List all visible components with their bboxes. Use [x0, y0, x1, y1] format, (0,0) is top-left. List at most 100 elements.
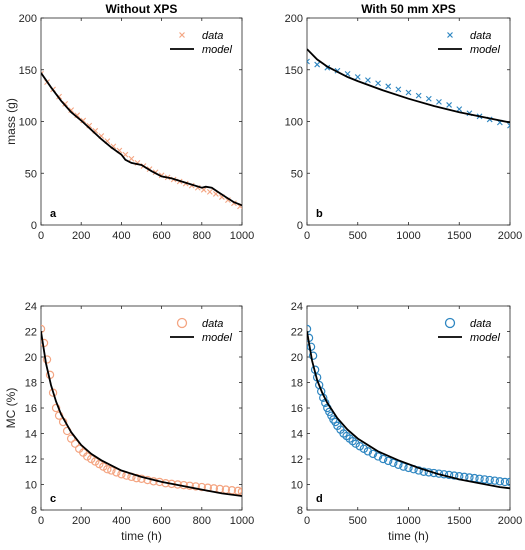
panel-letter: a: [50, 208, 57, 220]
legend-marker-icon: [179, 32, 185, 38]
data-point: [415, 92, 422, 99]
panel-letter: d: [316, 493, 323, 505]
data-point: [107, 466, 116, 475]
model-line: [307, 331, 510, 490]
legend-marker-icon: [176, 317, 188, 329]
data-point: [308, 351, 318, 360]
legend: data model: [438, 30, 501, 56]
data-point: [395, 86, 402, 93]
data-point: [197, 482, 206, 492]
y-tick-label: 14: [291, 429, 303, 441]
data-point: [405, 89, 412, 96]
data-point: [191, 482, 200, 491]
y-tick-label: 12: [291, 454, 303, 466]
x-tick-label: 400: [112, 230, 130, 242]
data-point: [128, 155, 135, 162]
model-line: [41, 72, 242, 207]
data-point: [490, 476, 499, 485]
data-point: [66, 434, 76, 443]
data-point: [103, 465, 112, 474]
data-point: [425, 95, 432, 102]
data-point: [51, 403, 61, 413]
y-tick-label: 50: [25, 168, 37, 180]
y-tick-label: 24: [291, 301, 303, 313]
data-point: [373, 452, 383, 461]
legend-label: model: [202, 44, 233, 56]
panel-letter: c: [50, 493, 56, 505]
legend-marker-icon: [444, 317, 456, 329]
x-tick-label: 1500: [447, 230, 471, 242]
legend-label: data: [470, 30, 491, 42]
data-point: [233, 486, 242, 496]
x-tick-label: 0: [304, 230, 310, 242]
data-point: [80, 117, 87, 124]
y-tick-label: 18: [25, 378, 37, 390]
y-tick-label: 100: [285, 117, 303, 129]
y-tick-label: 100: [19, 117, 37, 129]
y-tick-label: 10: [25, 480, 37, 492]
x-tick-label: 500: [349, 230, 367, 242]
x-axis-label: time (h): [388, 529, 429, 543]
y-tick-label: 8: [297, 505, 303, 517]
data-point: [70, 439, 80, 448]
y-tick-label: 0: [297, 220, 303, 232]
x-tick-label: 800: [193, 515, 211, 527]
y-tick-label: 16: [291, 403, 303, 415]
data-point: [354, 74, 361, 80]
x-tick-label: 1000: [396, 230, 420, 242]
y-tick-label: 200: [19, 13, 37, 25]
y-tick-label: 14: [25, 429, 37, 441]
y-tick-label: 8: [31, 505, 37, 517]
data-point: [449, 471, 459, 480]
y-axis-label: mass (g): [4, 98, 18, 145]
x-tick-label: 400: [112, 515, 130, 527]
data-point: [507, 122, 510, 129]
data-point: [365, 77, 371, 83]
plot-area-b: [306, 17, 511, 226]
data-point: [414, 466, 423, 475]
data-layer: [41, 71, 242, 210]
model-line: [41, 331, 242, 497]
x-tick-label: 0: [38, 230, 44, 242]
panel-title: Without XPS: [106, 2, 178, 16]
data-point: [495, 477, 505, 486]
plot-area-d: [306, 305, 511, 511]
y-tick-label: 16: [25, 403, 37, 415]
data-point: [385, 83, 392, 90]
data-point: [389, 458, 398, 468]
panel-c: 0 200 400 600 800 1000 8 10 12 14 16 18 20 22 24 time (…: [4, 301, 254, 543]
data-point: [42, 355, 52, 364]
legend: data model: [438, 317, 501, 344]
data-point: [444, 470, 454, 480]
y-tick-label: 0: [31, 220, 37, 232]
y-tick-label: 150: [19, 65, 37, 77]
data-point: [485, 475, 494, 485]
y-tick-label: 20: [25, 352, 37, 364]
legend-marker-icon: [447, 32, 453, 38]
legend: data model: [170, 317, 233, 344]
y-tick-label: 18: [291, 378, 303, 390]
x-tick-label: 0: [304, 515, 310, 527]
data-point: [307, 324, 312, 334]
data-point: [206, 188, 213, 195]
data-point: [436, 98, 442, 105]
data-layer: [41, 324, 242, 497]
data-point: [384, 456, 393, 466]
x-tick-label: 1000: [230, 230, 254, 242]
model-line: [307, 48, 510, 124]
data-point: [307, 58, 310, 65]
data-point: [363, 447, 373, 456]
x-tick-label: 600: [152, 515, 170, 527]
y-tick-label: 150: [285, 65, 303, 77]
legend-label: model: [202, 332, 233, 344]
panel-title: With 50 mm XPS: [361, 2, 456, 16]
data-point: [68, 107, 75, 114]
x-tick-label: 600: [152, 230, 170, 242]
y-tick-label: 22: [25, 327, 37, 339]
panel-d: 0 500 1000 1500 2000 8 10 12 14 16 18 20 22 24 time (h…: [291, 301, 522, 543]
x-tick-label: 200: [72, 515, 90, 527]
data-layer: [307, 48, 510, 129]
y-tick-label: 22: [291, 327, 303, 339]
y-axis-label: MC (%): [4, 388, 18, 429]
